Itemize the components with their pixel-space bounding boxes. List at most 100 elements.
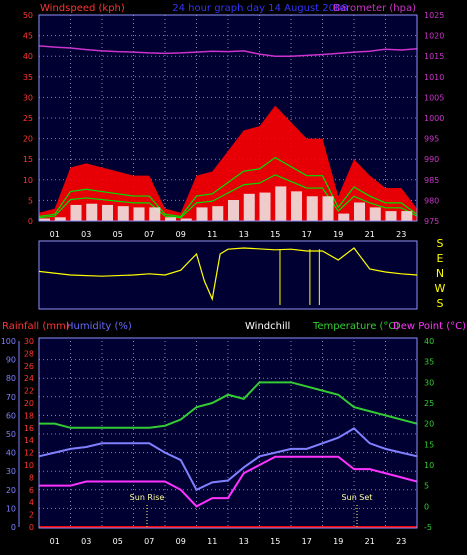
x-tick-label: 11 [207, 537, 217, 546]
windspeed-axis-title: Windspeed (kph) [40, 3, 125, 14]
barometer-tick-label: 980 [424, 196, 439, 205]
windspeed-tick-label: 50 [23, 11, 33, 20]
humidity-tick-label: 100 [1, 337, 16, 346]
temperature-tick-label: 30 [424, 378, 434, 387]
temperature-tick-label: 20 [424, 420, 434, 429]
windspeed-tick-label: 15 [23, 155, 33, 164]
compass-label: E [437, 252, 444, 265]
rainfall-tick-label: 20 [24, 399, 34, 408]
rainfall-label: Rainfall (mm) [2, 321, 70, 332]
compass-label: S [437, 297, 444, 310]
windspeed-tick-label: 40 [23, 52, 33, 61]
rainfall-tick-label: 10 [24, 461, 34, 470]
rainfall-tick-label: 30 [24, 337, 34, 346]
temperature-axis-ticks: -5 0 5 10 15 20 25 30 35 40 [424, 337, 434, 532]
x-tick-label: 05 [113, 537, 123, 546]
rainfall-tick-label: 28 [24, 349, 34, 358]
wind-direction-line [38, 247, 418, 302]
x-tick-label: 13 [239, 230, 249, 239]
barometer-tick-label: 990 [424, 155, 439, 164]
humidity-axis-ticks: 0 10 20 30 40 50 60 70 80 90 100 [1, 337, 20, 532]
windspeed-tick-label: 25 [23, 114, 33, 123]
direction-plot-area [38, 240, 418, 310]
wind-average-line [38, 156, 418, 218]
rainfall-tick-label: 2 [29, 511, 34, 520]
humidity-tick-label: 60 [6, 411, 16, 420]
barometer-tick-label: 975 [424, 217, 439, 226]
windchill-label: Windchill [245, 321, 290, 332]
temperature-tick-label: 25 [424, 399, 434, 408]
windspeed-tick-label: 0 [28, 217, 33, 226]
dewpoint-label: Dew Point (°C) [393, 321, 466, 332]
humidity-tick-label: 0 [11, 523, 16, 532]
rainfall-tick-label: 14 [24, 436, 34, 445]
humidity-tick-label: 70 [6, 393, 16, 402]
rainfall-tick-label: 24 [24, 374, 34, 383]
wind-low-bar [322, 196, 334, 221]
barometer-tick-label: 1010 [424, 73, 444, 82]
windspeed-tick-label: 45 [23, 32, 33, 41]
wind-low-bar [275, 186, 287, 221]
wind-low-bar [102, 204, 114, 221]
rainfall-tick-label: 26 [24, 362, 34, 371]
temperature-tick-label: 35 [424, 358, 434, 367]
x-tick-label: 09 [176, 537, 186, 546]
wind-low-bar [401, 211, 413, 221]
wind-average-line [38, 174, 418, 219]
wind-low-bar [165, 217, 177, 221]
wind-low-bar [354, 202, 366, 221]
rainfall-tick-label: 12 [24, 449, 34, 458]
temperature-line [39, 381, 418, 429]
bottom-x-axis-ticks: 01 03 05 07 09 11 13 15 17 19 21 23 [50, 537, 407, 546]
humidity-tick-label: 50 [6, 430, 16, 439]
wind-low-bar [228, 199, 240, 221]
temperature-tick-label: 40 [424, 337, 434, 346]
barometer-axis-ticks: 975 980 985 990 995 1000 1005 1010 1015 1020 1025 [424, 11, 444, 226]
rainfall-tick-label: 16 [24, 424, 34, 433]
barometer-axis-title: Barometer (hpa) [333, 3, 416, 14]
humidity-tick-label: 20 [6, 486, 16, 495]
rainfall-tick-label: 4 [29, 498, 34, 507]
wind-low-bar [338, 213, 350, 221]
wind-low-bar [54, 217, 66, 221]
top-x-axis-ticks: 01 03 05 07 09 11 13 15 17 19 21 23 [50, 230, 407, 239]
wind-low-bar [149, 207, 161, 221]
wind-low-bar [70, 204, 82, 221]
rainfall-tick-label: 18 [24, 411, 34, 420]
temperature-tick-label: 0 [424, 502, 429, 511]
wind-low-bar [306, 196, 318, 221]
direction-series [38, 247, 418, 305]
sunset-label: Sun Set [342, 493, 373, 502]
x-tick-label: 23 [396, 537, 406, 546]
windspeed-tick-label: 5 [28, 196, 33, 205]
barometer-tick-label: 1020 [424, 32, 444, 41]
wind-low-bar [212, 206, 224, 221]
humidity-line [38, 427, 418, 492]
rainfall-tick-label: 6 [29, 486, 34, 495]
windspeed-tick-label: 20 [23, 135, 33, 144]
windspeed-area [39, 105, 417, 221]
wind-low-bar [385, 211, 397, 221]
x-tick-label: 09 [176, 230, 186, 239]
wind-low-bar [133, 207, 145, 221]
x-tick-label: 19 [333, 537, 343, 546]
wind-low-bar [39, 218, 51, 221]
wind-low-bar [86, 203, 98, 221]
x-tick-label: 03 [81, 230, 91, 239]
barometer-tick-label: 1005 [424, 93, 444, 102]
temperature-label: Temperature (°C) [312, 321, 399, 332]
windspeed-axis-ticks: 0 5 10 15 20 25 30 35 40 45 50 [23, 11, 33, 226]
x-tick-label: 17 [302, 537, 312, 546]
compass-label: W [435, 282, 446, 295]
x-tick-label: 05 [113, 230, 123, 239]
x-tick-label: 07 [144, 230, 154, 239]
rainfall-tick-label: 22 [24, 387, 34, 396]
rainfall-tick-label: 0 [29, 523, 34, 532]
x-tick-label: 19 [333, 230, 343, 239]
barometer-tick-label: 995 [424, 135, 439, 144]
rainfall-tick-label: 8 [29, 473, 34, 482]
humidity-tick-label: 80 [6, 374, 16, 383]
x-tick-label: 15 [270, 537, 280, 546]
